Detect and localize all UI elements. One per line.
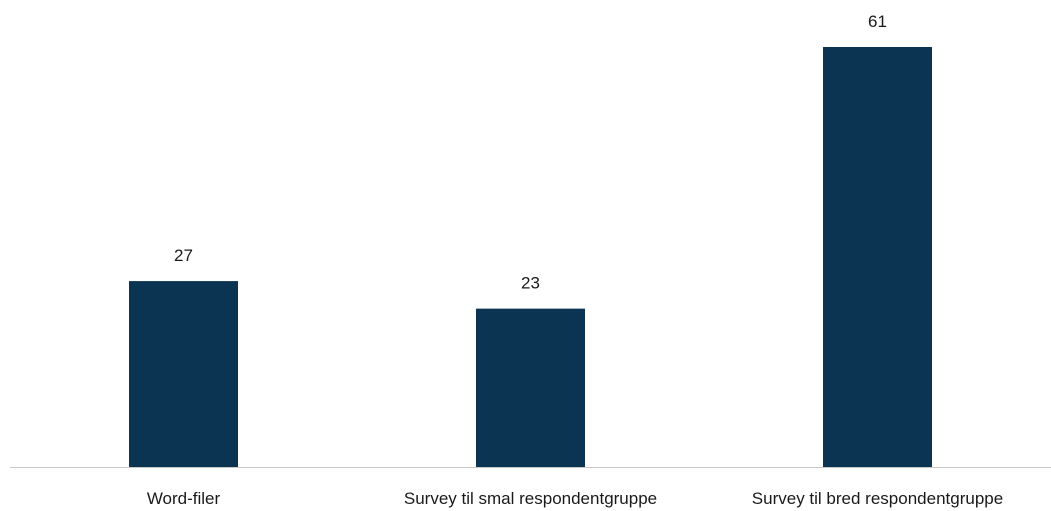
data-label-1: 23 (521, 274, 540, 293)
x-tick-label-2: Survey til bred respondentgruppe (752, 489, 1003, 508)
x-tick-labels-layer: Word-filer Survey til smal respondentgrup… (147, 489, 1003, 508)
data-label-2: 61 (868, 12, 887, 31)
bar-0 (129, 281, 238, 467)
x-tick-label-1: Survey til smal respondentgruppe (404, 489, 657, 508)
data-label-0: 27 (174, 246, 193, 265)
x-tick-label-0: Word-filer (147, 489, 221, 508)
bar-2 (823, 47, 932, 467)
data-labels-layer: 27 23 61 (174, 12, 887, 293)
bars-layer (129, 47, 932, 467)
bar-1 (476, 308, 585, 467)
